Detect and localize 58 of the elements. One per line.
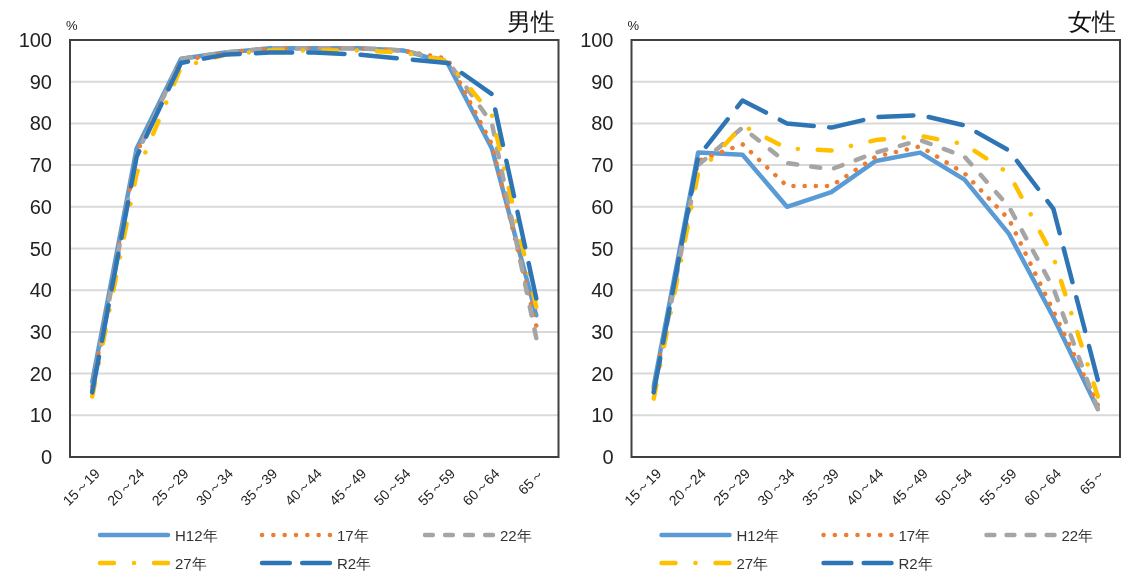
x-tick-label: 60～64	[459, 465, 503, 509]
chart-title: 女性	[1068, 8, 1116, 35]
y-tick-label: 70	[591, 154, 614, 177]
y-tick-label: 70	[29, 154, 52, 177]
legend-label: 27年	[175, 554, 207, 572]
y-tick-label: 10	[591, 404, 614, 427]
y-axis-title: %	[66, 18, 78, 33]
x-tick-label: 30～34	[192, 465, 237, 509]
x-tick-label: 55～59	[976, 465, 1020, 509]
x-tick-label: 50～54	[370, 465, 414, 509]
y-tick-label: 20	[591, 362, 614, 385]
y-tick-label: 60	[29, 195, 52, 218]
x-tick-label: 15～19	[621, 465, 665, 509]
x-tick-label: 55～59	[414, 465, 459, 509]
x-tick-label: 40～44	[281, 465, 326, 509]
x-tick-label: 65～	[1076, 465, 1109, 498]
y-tick-label: 30	[591, 320, 614, 343]
x-tick-label: 40～44	[843, 465, 887, 509]
x-tick-label: 20～24	[665, 465, 709, 509]
legend-label: 17年	[898, 526, 931, 544]
legend-label: 17年	[337, 526, 369, 544]
x-tick-label: 45～49	[887, 465, 931, 509]
legend-label: H12年	[175, 526, 218, 544]
x-tick-label: 60～64	[1020, 465, 1065, 509]
y-tick-label: 90	[591, 70, 614, 93]
legend-label: R2年	[337, 554, 372, 572]
x-tick-label: 35～39	[798, 465, 843, 509]
legend-label: R2年	[898, 554, 933, 572]
y-tick-label: 20	[29, 362, 52, 385]
legend-label: 27年	[736, 554, 769, 572]
y-tick-label: 40	[591, 279, 614, 302]
legend-label: 22年	[500, 526, 532, 544]
legend-label: H12年	[736, 526, 780, 544]
chart-title: 男性	[506, 8, 555, 35]
y-tick-label: 90	[29, 70, 52, 93]
y-tick-label: 30	[29, 320, 52, 343]
y-tick-label: 0	[602, 446, 614, 468]
x-tick-label: 25～29	[709, 465, 754, 509]
y-tick-label: 50	[29, 237, 52, 260]
x-tick-label: 15～19	[59, 465, 103, 509]
x-tick-label: 50～54	[931, 465, 976, 509]
y-tick-label: 100	[580, 29, 614, 51]
x-tick-label: 45～49	[326, 465, 370, 509]
y-tick-label: 80	[591, 112, 614, 135]
y-tick-label: 80	[29, 112, 52, 135]
x-tick-label: 30～34	[754, 465, 798, 509]
y-tick-label: 100	[18, 29, 52, 51]
y-tick-label: 50	[591, 237, 614, 260]
y-axis-title: %	[627, 18, 640, 33]
y-tick-label: 60	[591, 195, 614, 218]
y-tick-label: 40	[29, 279, 52, 302]
y-tick-label: 0	[40, 446, 52, 468]
legend-label: 22年	[1061, 526, 1094, 544]
x-tick-label: 35～39	[237, 465, 281, 509]
y-tick-label: 10	[29, 404, 52, 427]
x-tick-label: 20～24	[104, 465, 148, 509]
x-tick-label: 25～29	[148, 465, 192, 509]
x-tick-label: 65～	[514, 465, 547, 498]
